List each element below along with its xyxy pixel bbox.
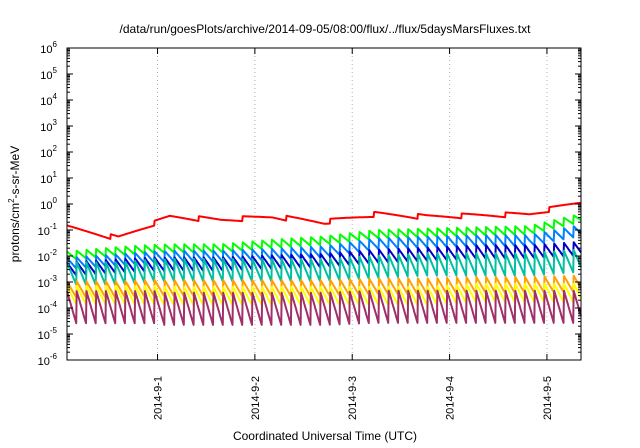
y-tick-base: 10 [38,252,50,264]
x-tick-label: 2014-9-3 [347,376,359,420]
y-tick-exponent: 5 [53,66,58,75]
series-line [66,249,582,286]
y-tick-base: 10 [40,200,52,212]
y-tick-base: 10 [38,226,50,238]
series-line [66,201,582,240]
y-tick-exponent: -6 [50,352,58,361]
y-tick-label: 10-3 [38,274,58,290]
series-line [66,289,582,326]
y-axis-label-part: -s-sr-MeV [8,146,22,199]
y-tick-base: 10 [38,278,50,290]
y-tick-exponent: 6 [53,40,58,49]
grid-lines [157,48,548,360]
y-tick-label: 10-4 [38,300,58,316]
y-axis-label-part: protons/cm [8,203,22,262]
x-tick-label: 2014-9-1 [153,376,165,420]
y-axis-label: protons/cm2-s-sr-MeV [7,146,22,262]
y-tick-label: 100 [40,196,57,212]
y-tick-base: 10 [38,304,50,316]
x-axis: 2014-9-1 2014-9-2 2014-9-3 2014-9-4 2014-9-5 [153,48,554,420]
y-tick-base: 10 [40,70,52,82]
y-tick-exponent: 2 [53,144,58,153]
y-tick-label: 10-6 [38,352,58,368]
y-tick-exponent: 3 [53,118,58,127]
y-tick-label: 101 [40,170,57,186]
y-axis-label-superscript: 2 [7,198,16,203]
y-tick-exponent: -5 [50,326,58,335]
chart-title: /data/run/goesPlots/archive/2014-09-05/0… [120,22,532,36]
y-tick-base: 10 [40,174,52,186]
y-tick-label: 105 [40,66,57,82]
y-tick-exponent: -2 [50,248,58,257]
y-tick-exponent: -3 [50,274,58,283]
y-tick-label: 10-5 [38,326,58,342]
y-tick-label: 10-1 [38,222,58,238]
data-series [66,201,582,326]
x-tick-label: 2014-9-4 [445,376,457,420]
y-tick-base: 10 [38,356,50,368]
y-tick-label: 104 [40,92,57,108]
y-tick-label: 10-2 [38,248,58,264]
y-tick-label: 103 [40,118,57,134]
y-tick-base: 10 [40,96,52,108]
x-tick-label: 2014-9-5 [542,376,554,420]
x-tick-label: 2014-9-2 [250,376,262,420]
y-tick-base: 10 [40,44,52,56]
y-tick-exponent: 4 [53,92,58,101]
y-tick-base: 10 [38,330,50,342]
y-tick-exponent: 1 [53,170,58,179]
y-tick-exponent: -1 [50,222,58,231]
y-tick-label: 106 [40,40,57,56]
y-tick-base: 10 [40,122,52,134]
x-axis-label: Coordinated Universal Time (UTC) [233,429,417,443]
y-tick-base: 10 [40,148,52,160]
y-tick-exponent: 0 [53,196,58,205]
y-axis: 10610510410310210110010-110-210-310-410-… [38,40,581,368]
y-tick-exponent: -4 [50,300,58,309]
y-tick-label: 102 [40,144,57,160]
